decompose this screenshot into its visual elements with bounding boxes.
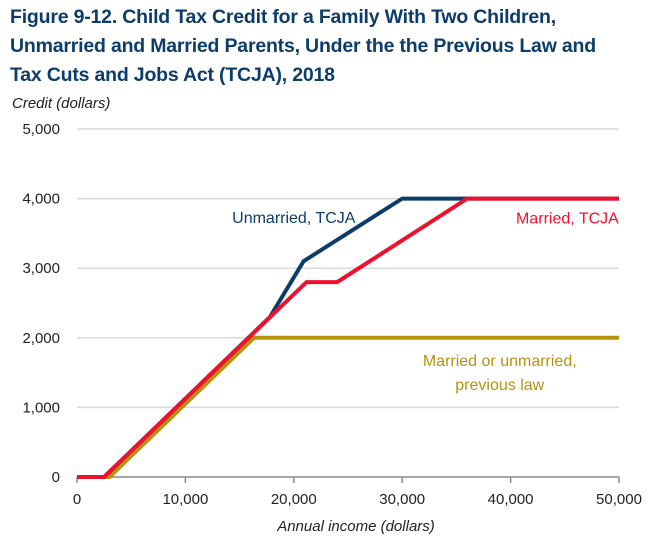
series-label-line: Unmarried, TCJA (232, 210, 356, 227)
x-tick-label: 30,000 (379, 491, 425, 508)
y-tick-label: 3,000 (22, 260, 60, 277)
series-labels: Married or unmarried, previous law Unmarri… (232, 210, 619, 394)
series-label-previous-law: Married or unmarried, previous law (423, 353, 577, 394)
series-label-unmarried-tcja: Unmarried, TCJA (232, 210, 356, 227)
x-axis-title: Annual income (dollars) (276, 518, 435, 535)
chart-title-line-2: Unmarried and Married Parents, Under the… (10, 35, 596, 57)
y-axis-title: Credit (dollars) (12, 95, 110, 112)
chart-title-line-3: Tax Cuts and Jobs Act (TCJA), 2018 (10, 64, 335, 86)
y-tick-label: 4,000 (22, 191, 60, 208)
x-tick-label: 50,000 (596, 491, 642, 508)
chart-title: Figure 9-12. Child Tax Credit for a Fami… (10, 3, 650, 90)
series-lines (77, 196, 619, 479)
x-tick-label: 10,000 (162, 491, 208, 508)
series-label-line: previous law (455, 377, 544, 394)
y-axis-ticks: 0 1,000 2,000 3,000 4,000 5,000 (22, 121, 60, 486)
series-label-line: Married or unmarried, (423, 353, 577, 370)
series-label-line: Married, TCJA (516, 211, 619, 228)
x-tick-label: 0 (73, 491, 81, 508)
series-label-married-tcja: Married, TCJA (516, 211, 619, 228)
y-tick-label: 5,000 (22, 121, 60, 138)
y-tick-label: 2,000 (22, 330, 60, 347)
series-line-married-tcja (77, 196, 619, 479)
x-axis: 0 10,000 20,000 30,000 40,000 50,000 (73, 476, 642, 508)
x-tick-label: 20,000 (271, 491, 317, 508)
chart-title-line-1: Figure 9-12. Child Tax Credit for a Fami… (10, 6, 556, 28)
y-tick-label: 1,000 (22, 399, 60, 416)
y-tick-label: 0 (52, 469, 60, 486)
x-tick-label: 40,000 (488, 491, 534, 508)
